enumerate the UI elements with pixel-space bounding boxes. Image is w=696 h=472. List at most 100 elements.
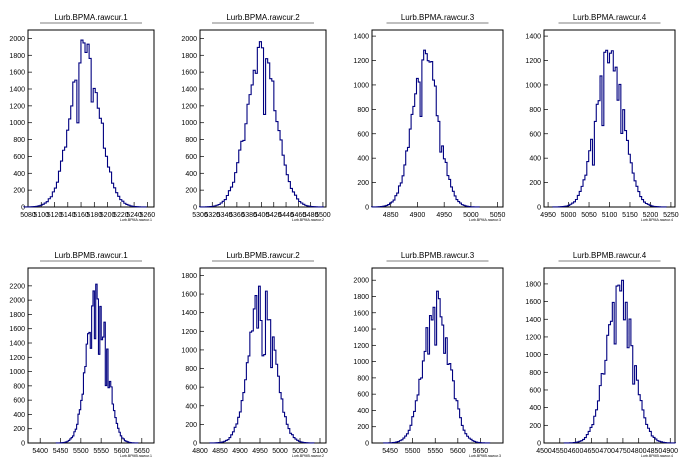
x-axis-label: Lurb.BPMB.rawcur.1 <box>120 454 152 458</box>
x-tick-label: 5220 <box>113 212 129 219</box>
y-tick-label: 400 <box>529 405 541 412</box>
y-tick-label: 400 <box>185 171 197 178</box>
y-tick-label: 1600 <box>181 292 197 299</box>
x-tick-label: 5420 <box>266 212 282 219</box>
chart-title: Lurb.BPMB.rawcur.3 <box>401 251 475 260</box>
y-tick-label: 1200 <box>525 334 541 341</box>
x-tick-label: 5600 <box>450 448 466 455</box>
histogram-panel: Lurb.BPMA.rawcur.3 0 200 400 600 800 1000 1200 1… <box>353 10 506 222</box>
histogram-panel: Lurb.BPMA.rawcur.4 0 200 400 600 800 1000 1200 1… <box>525 10 679 222</box>
y-tick-label: 1800 <box>9 312 25 319</box>
x-tick-label: 5650 <box>134 448 150 455</box>
plot-frame <box>199 29 327 208</box>
y-tick-label: 0 <box>21 205 25 212</box>
x-tick-label: 4550 <box>552 448 568 455</box>
x-tick-label: 5450 <box>53 448 69 455</box>
title-box <box>212 10 314 23</box>
x-tick-label: 5150 <box>622 212 638 219</box>
x-axis-label: Lurb.BPMA.rawcur.4 <box>641 218 673 222</box>
histogram-panel: Lurb.BPMB.rawcur.1 0 200 400 600 800 1000 1200 1… <box>9 248 155 458</box>
y-tick-label: 2000 <box>9 298 25 305</box>
x-tick-label: 4850 <box>212 448 228 455</box>
x-axis-label: Lurb.BPMA.rawcur.3 <box>469 218 501 222</box>
y-tick-label: 2000 <box>9 36 25 43</box>
y-tick-label: 400 <box>357 408 369 415</box>
histogram-panel: Lurb.BPMB.rawcur.2 0 200 400 600 800 1000 1200 1… <box>181 248 328 458</box>
y-tick-label: 1400 <box>525 317 541 324</box>
y-tick-label: 1800 <box>525 281 541 288</box>
plot-frame <box>371 29 504 208</box>
x-tick-label: 4950 <box>436 212 452 219</box>
y-tick-label: 1000 <box>353 82 369 89</box>
x-tick-label: 5000 <box>463 212 479 219</box>
x-axis-label: Lurb.BPMB.rawcur.2 <box>292 454 324 458</box>
y-tick-label: 800 <box>529 107 541 114</box>
x-axis-label: Lurb.BPMA.rawcur.1 <box>120 218 152 222</box>
x-tick-label: 4600 <box>568 448 584 455</box>
x-tick-label: 4800 <box>192 448 208 455</box>
y-tick-label: 1000 <box>9 369 25 376</box>
y-tick-label: 200 <box>185 188 197 195</box>
y-tick-label: 200 <box>185 422 197 429</box>
histogram-series <box>209 285 315 444</box>
x-tick-label: 5460 <box>291 212 307 219</box>
x-tick-label: 4850 <box>383 212 399 219</box>
chart-title: Lurb.BPMB.rawcur.2 <box>226 251 300 260</box>
y-tick-label: 1200 <box>9 355 25 362</box>
y-tick-label: 1400 <box>353 34 369 41</box>
x-tick-label: 5050 <box>581 212 597 219</box>
y-tick-label: 1200 <box>525 58 541 65</box>
y-tick-label: 200 <box>13 426 25 433</box>
x-tick-label: 5340 <box>217 212 233 219</box>
x-tick-label: 5600 <box>114 448 130 455</box>
chart-title: Lurb.BPMB.rawcur.1 <box>54 251 128 260</box>
y-tick-label: 2200 <box>9 283 25 290</box>
histogram-series <box>198 41 324 208</box>
x-tick-label: 5550 <box>427 448 443 455</box>
x-tick-label: 5650 <box>473 448 489 455</box>
x-tick-label: 4850 <box>647 448 663 455</box>
x-tick-label: 5500 <box>315 212 331 219</box>
x-tick-label: 5140 <box>60 212 76 219</box>
y-tick-label: 200 <box>357 424 369 431</box>
chart-title: Lurb.BPMA.rawcur.2 <box>226 13 300 22</box>
chart-title: Lurb.BPMB.rawcur.4 <box>573 251 647 260</box>
y-tick-label: 400 <box>13 412 25 419</box>
y-tick-label: 1600 <box>9 70 25 77</box>
y-tick-label: 800 <box>185 137 197 144</box>
x-tick-label: 5450 <box>382 448 398 455</box>
x-tick-label: 5480 <box>303 212 319 219</box>
histogram-panel: Lurb.BPMB.rawcur.4 0 200 400 600 800 1000 1200 1… <box>525 248 678 458</box>
y-tick-label: 200 <box>529 180 541 187</box>
y-tick-label: 1200 <box>181 329 197 336</box>
y-tick-label: 600 <box>357 131 369 138</box>
y-tick-label: 1600 <box>353 310 369 317</box>
y-tick-label: 1800 <box>9 53 25 60</box>
chart-title: Lurb.BPMA.rawcur.4 <box>573 13 647 22</box>
y-tick-label: 1400 <box>181 87 197 94</box>
plot-frame <box>199 267 327 444</box>
x-tick-label: 5120 <box>47 212 63 219</box>
y-tick-label: 1600 <box>181 70 197 77</box>
y-tick-label: 1400 <box>353 327 369 334</box>
y-tick-label: 0 <box>193 441 197 448</box>
y-tick-label: 600 <box>185 154 197 161</box>
x-tick-label: 5100 <box>312 448 328 455</box>
x-tick-label: 5160 <box>73 212 89 219</box>
plot-frame <box>27 267 155 444</box>
x-tick-label: 5180 <box>87 212 103 219</box>
x-tick-label: 4950 <box>540 212 556 219</box>
x-tick-label: 4800 <box>631 448 647 455</box>
y-tick-label: 800 <box>357 375 369 382</box>
histogram-series <box>552 49 667 208</box>
x-tick-label: 5300 <box>192 212 208 219</box>
y-tick-label: 400 <box>13 171 25 178</box>
title-box <box>40 248 142 261</box>
y-tick-label: 0 <box>21 441 25 448</box>
x-tick-label: 5360 <box>229 212 245 219</box>
chart-title: Lurb.BPMA.rawcur.1 <box>54 13 128 22</box>
y-tick-label: 400 <box>185 403 197 410</box>
y-tick-label: 1000 <box>9 120 25 127</box>
x-tick-label: 5050 <box>292 448 308 455</box>
